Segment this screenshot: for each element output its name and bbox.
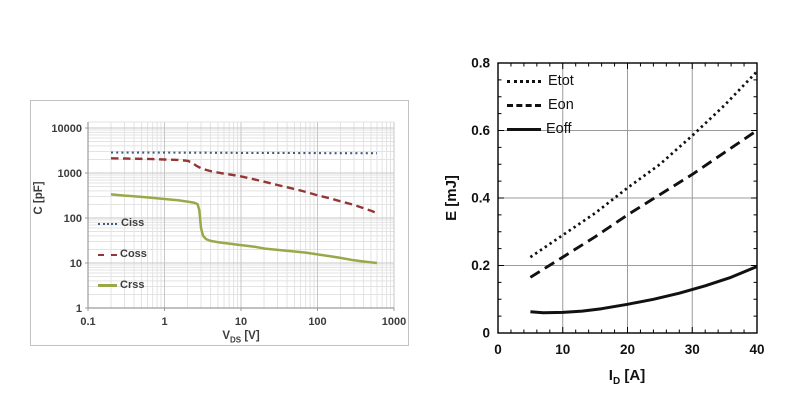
right-x-axis-title: ID [A] — [577, 367, 677, 387]
eoff-legend-label: Eoff — [546, 121, 572, 137]
y-tick-label: 0.8 — [471, 56, 490, 71]
etot-legend-label: Etot — [548, 73, 574, 89]
left-x-axis-title-sub: DS — [230, 335, 242, 345]
ciss-legend-label: Ciss — [121, 217, 145, 229]
series-curve-coss — [110, 157, 378, 215]
legend-item-etot: Etot — [507, 70, 574, 92]
crss-legend-label: Crss — [120, 279, 145, 291]
switching-energy-chart-plot: 0 10 20 30 40 0 0.2 0.4 0.6 0.8 — [471, 56, 764, 357]
coss-legend-label: Coss — [120, 248, 147, 260]
legend-item-eon: Eon — [507, 94, 574, 116]
right-x-axis-title-pre: I — [608, 367, 613, 384]
series-curve-ciss — [110, 151, 377, 155]
left-y-axis-title: C [pF] — [33, 181, 45, 215]
legend-item-eoff: Eoff — [507, 118, 572, 140]
switching-energy-chart: 0 10 20 30 40 0 0.2 0.4 0.6 0.8 E [mJ] ID [A] Eto… — [430, 30, 800, 414]
series-curve-eon — [529, 129, 758, 279]
y-tick-label: 1000 — [58, 168, 82, 180]
legend-item-ciss: Ciss — [98, 218, 144, 229]
left-x-axis-title-post: [V] — [241, 330, 260, 342]
x-tick-label: 30 — [685, 342, 700, 357]
x-tick-label: 20 — [620, 342, 635, 357]
x-tick-label: 10 — [555, 342, 570, 357]
eon-line-sample — [507, 103, 541, 107]
x-tick-label: 40 — [749, 342, 764, 357]
coss-line-sample — [98, 253, 117, 256]
x-tick-label: 10 — [235, 316, 247, 328]
series-curve-crss — [110, 193, 378, 265]
eoff-line-sample — [507, 127, 541, 131]
x-tick-label: 100 — [308, 316, 326, 328]
y-tick-label: 100 — [64, 213, 82, 225]
y-tick-label: 0 — [482, 326, 490, 341]
y-tick-label: 10000 — [51, 123, 82, 135]
legend-item-crss: Crss — [98, 280, 144, 291]
right-x-axis-title-post: [A] — [620, 367, 646, 384]
y-tick-label: 1 — [76, 303, 82, 315]
right-y-axis-title: E [mJ] — [443, 175, 460, 221]
y-tick-label: 0.6 — [471, 123, 490, 138]
etot-line-sample — [507, 79, 541, 83]
legend-item-coss: Coss — [98, 249, 147, 260]
eon-legend-label: Eon — [548, 97, 574, 113]
series-curve-etot — [529, 70, 758, 259]
left-x-axis-title: VDS [V] — [181, 330, 301, 344]
series-curve-eoff — [530, 265, 758, 315]
right-x-axis-title-sub: D — [612, 376, 621, 387]
y-tick-label: 0.4 — [471, 191, 490, 206]
left-x-axis-title-pre: V — [222, 330, 230, 342]
y-tick-label: 10 — [70, 258, 82, 270]
x-tick-label: 1000 — [382, 316, 406, 328]
capacitance-chart: 0.1 1 10 100 1000 10000 1000 100 10 1 C [pF] VDS … — [30, 100, 409, 346]
x-tick-label: 0.1 — [80, 316, 95, 328]
x-tick-label: 1 — [161, 316, 167, 328]
crss-line-sample — [98, 284, 117, 287]
x-tick-label: 0 — [494, 342, 502, 357]
y-tick-label: 0.2 — [471, 258, 490, 273]
ciss-line-sample — [98, 222, 117, 225]
